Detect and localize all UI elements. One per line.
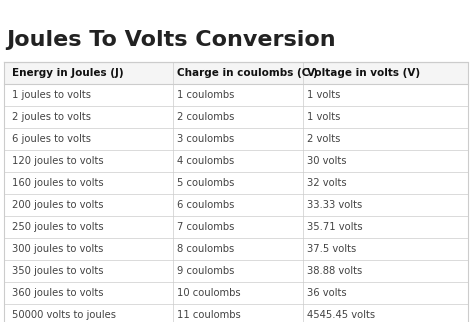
Text: Joules To Volts Conversion: Joules To Volts Conversion [6,30,335,50]
Bar [4,62,468,84]
Text: 10 coulombs: 10 coulombs [177,288,241,298]
Text: 5 coulombs: 5 coulombs [177,178,235,188]
Text: 1 volts: 1 volts [307,90,341,100]
Text: Charge in coulombs (C ): Charge in coulombs (C ) [177,68,318,78]
Text: 4 coulombs: 4 coulombs [177,156,235,166]
Text: 32 volts: 32 volts [307,178,347,188]
Text: 36 volts: 36 volts [307,288,347,298]
Text: 160 joules to volts: 160 joules to volts [12,178,103,188]
Text: 2 coulombs: 2 coulombs [177,112,235,122]
Text: 300 joules to volts: 300 joules to volts [12,244,103,254]
Text: 2 volts: 2 volts [307,134,341,144]
Text: 360 joules to volts: 360 joules to volts [12,288,103,298]
Text: 350 joules to volts: 350 joules to volts [12,266,103,276]
Text: 35.71 volts: 35.71 volts [307,222,363,232]
Text: Energy in Joules (J): Energy in Joules (J) [12,68,123,78]
Text: 50000 volts to joules: 50000 volts to joules [12,310,116,320]
Text: 4545.45 volts: 4545.45 volts [307,310,375,320]
Text: 38.88 volts: 38.88 volts [307,266,363,276]
Text: 120 joules to volts: 120 joules to volts [12,156,103,166]
Text: 1 joules to volts: 1 joules to volts [12,90,91,100]
Text: Voltage in volts (V): Voltage in volts (V) [307,68,420,78]
Text: 3 coulombs: 3 coulombs [177,134,235,144]
Text: 33.33 volts: 33.33 volts [307,200,363,210]
Text: 30 volts: 30 volts [307,156,347,166]
Text: 250 joules to volts: 250 joules to volts [12,222,103,232]
Text: 6 joules to volts: 6 joules to volts [12,134,91,144]
Text: 9 coulombs: 9 coulombs [177,266,235,276]
Text: 6 coulombs: 6 coulombs [177,200,235,210]
Text: 11 coulombs: 11 coulombs [177,310,241,320]
Text: 1 coulombs: 1 coulombs [177,90,235,100]
Text: 200 joules to volts: 200 joules to volts [12,200,103,210]
Text: 8 coulombs: 8 coulombs [177,244,235,254]
Text: 2 joules to volts: 2 joules to volts [12,112,91,122]
Text: 1 volts: 1 volts [307,112,341,122]
Text: 7 coulombs: 7 coulombs [177,222,235,232]
Text: 37.5 volts: 37.5 volts [307,244,356,254]
